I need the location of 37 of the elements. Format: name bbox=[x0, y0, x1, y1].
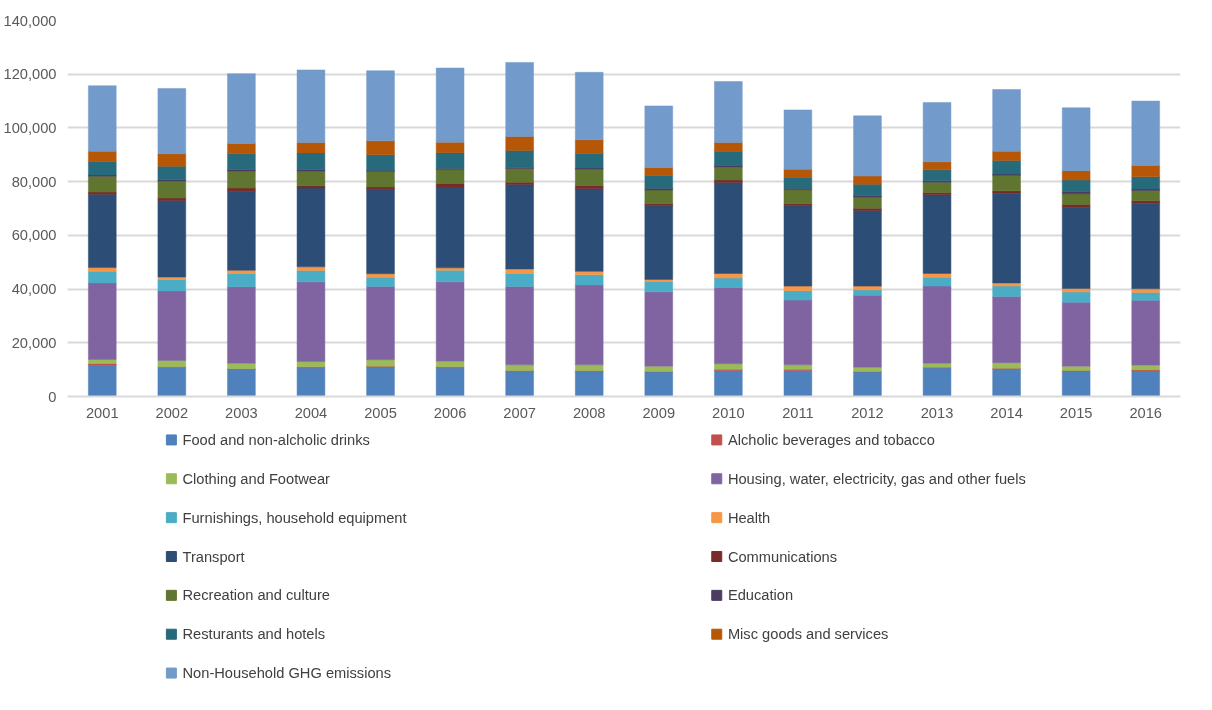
x-tick-label: 2005 bbox=[364, 404, 397, 421]
legend-label: Misc goods and services bbox=[727, 626, 889, 643]
legend-label: Housing, water, electricity, gas and other fuels bbox=[727, 470, 1026, 487]
x-tick-label: 2010 bbox=[712, 404, 745, 421]
y-tick-label: 60,000 bbox=[11, 227, 57, 244]
legend-label: Transport bbox=[182, 548, 245, 565]
y-tick-label: 120,000 bbox=[3, 66, 57, 83]
y-tick-label: 0 bbox=[48, 388, 57, 405]
y-tick-label: 100,000 bbox=[3, 119, 57, 136]
x-tick-label: 2014 bbox=[990, 404, 1023, 421]
legend-label: Alcholic beverages and tobacco bbox=[727, 431, 935, 448]
x-tick-label: 2003 bbox=[225, 404, 258, 421]
x-tick-label: 2009 bbox=[642, 404, 676, 421]
legend-label: Education bbox=[727, 587, 794, 604]
y-tick-label: 140,000 bbox=[3, 12, 57, 29]
x-tick-label: 2001 bbox=[85, 404, 119, 421]
x-tick-label: 2015 bbox=[1059, 404, 1093, 421]
y-tick-label: 20,000 bbox=[11, 334, 57, 351]
legend-label: Recreation and culture bbox=[182, 587, 330, 604]
y-tick-label: 40,000 bbox=[11, 281, 57, 298]
x-tick-label: 2012 bbox=[851, 404, 884, 421]
x-tick-label: 2011 bbox=[782, 404, 814, 421]
legend-label: Non-Household GHG emissions bbox=[182, 665, 392, 682]
legend-label: Health bbox=[727, 509, 771, 526]
legend-label: Communications bbox=[727, 548, 838, 565]
legend-label: Food and non-alcholic drinks bbox=[182, 431, 370, 448]
x-tick-label: 2006 bbox=[433, 404, 467, 421]
x-tick-label: 2016 bbox=[1129, 404, 1163, 421]
x-tick-label: 2008 bbox=[572, 404, 606, 421]
y-tick-label: 80,000 bbox=[11, 173, 57, 190]
legend-label: Resturants and hotels bbox=[182, 626, 326, 643]
legend-label: Furnishings, household equipment bbox=[182, 509, 407, 526]
legend-label: Clothing and Footwear bbox=[182, 470, 331, 487]
x-tick-label: 2013 bbox=[920, 404, 954, 421]
x-tick-label: 2004 bbox=[294, 404, 328, 421]
x-tick-label: 2007 bbox=[503, 404, 536, 421]
x-tick-label: 2002 bbox=[155, 404, 189, 421]
